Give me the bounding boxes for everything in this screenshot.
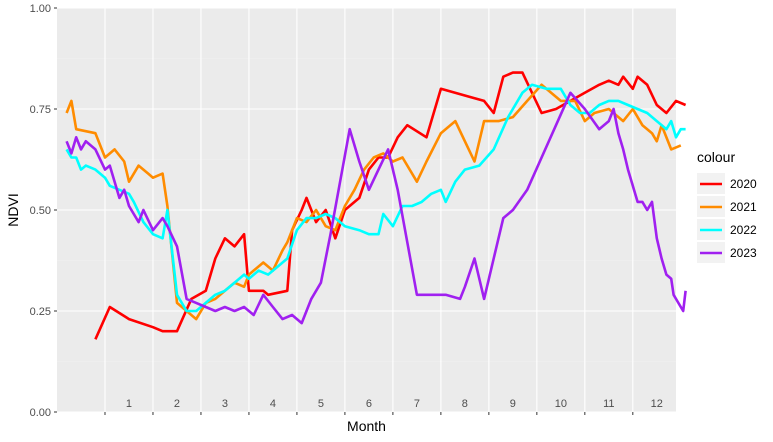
legend-label-2023: 2023 bbox=[730, 246, 757, 260]
y-tick-label: 0.50 bbox=[30, 205, 51, 217]
y-tick-label: 1.00 bbox=[30, 3, 51, 15]
y-tick-label: 0.00 bbox=[30, 407, 51, 419]
x-tick-label: 2 bbox=[174, 398, 180, 410]
x-axis-title: Month bbox=[347, 418, 386, 434]
series-lines bbox=[65, 71, 687, 340]
x-tick-label: 1 bbox=[126, 398, 132, 410]
x-tick-label: 5 bbox=[318, 398, 324, 410]
legend: colour 2020 2021 2022 2023 bbox=[697, 149, 757, 263]
y-tick-label: 0.75 bbox=[30, 104, 51, 116]
legend-label-2022: 2022 bbox=[730, 223, 757, 237]
x-tick-label: 11 bbox=[603, 398, 614, 410]
x-tick-label: 8 bbox=[462, 398, 468, 410]
series-line-2023 bbox=[65, 91, 687, 325]
y-axis: 0.00 0.25 0.50 0.75 1.00 bbox=[30, 3, 57, 419]
x-tick-label: 9 bbox=[510, 398, 516, 410]
x-tick-label: 10 bbox=[555, 398, 567, 410]
x-tick-label: 4 bbox=[270, 398, 276, 410]
x-tick-label: 6 bbox=[366, 398, 372, 410]
legend-title: colour bbox=[697, 149, 735, 165]
x-tick-label: 12 bbox=[651, 398, 663, 410]
legend-label-2020: 2020 bbox=[730, 177, 757, 191]
plot-panel bbox=[57, 7, 687, 413]
x-tick-label: 3 bbox=[222, 398, 228, 410]
x-tick-label: 7 bbox=[414, 398, 420, 410]
y-tick-label: 0.25 bbox=[30, 306, 51, 318]
grid-major bbox=[57, 7, 676, 413]
y-axis-title: NDVI bbox=[5, 193, 21, 226]
x-axis: 1 2 3 4 5 6 7 8 9 10 11 12 bbox=[104, 398, 663, 415]
legend-label-2021: 2021 bbox=[730, 200, 757, 214]
series-line-2021 bbox=[65, 83, 682, 321]
series-line-2022 bbox=[65, 83, 686, 313]
